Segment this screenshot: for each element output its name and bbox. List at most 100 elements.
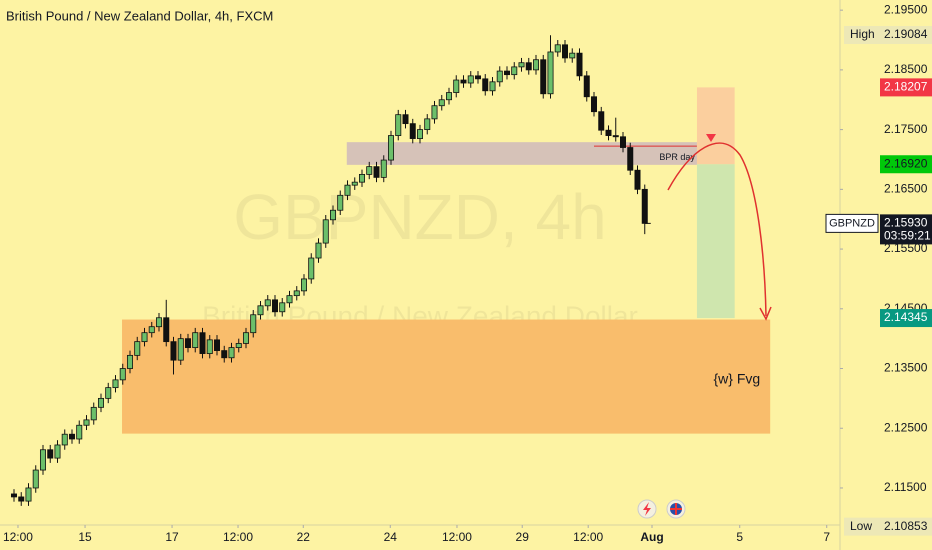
y-tick-label: 2.12500 (884, 420, 928, 434)
y-tick-label: 2.19500 (884, 2, 928, 16)
x-tick-label: 12:00 (573, 530, 603, 544)
x-tick-label: 12:00 (223, 530, 253, 544)
price-tag (880, 309, 932, 328)
candle-body (416, 129, 423, 139)
price-tag (880, 517, 932, 536)
candle-body (119, 368, 126, 381)
candle-body (47, 449, 54, 459)
candle-body (61, 433, 68, 446)
candle-body (141, 332, 148, 343)
price-tag (880, 26, 932, 44)
zone (346, 142, 697, 165)
candle-body (576, 52, 583, 77)
candle-body (250, 314, 257, 334)
candle-body (460, 79, 467, 84)
candle-body (177, 338, 184, 361)
candle-body (525, 62, 532, 71)
x-tick-label: 7 (823, 530, 830, 544)
candle-body (605, 129, 612, 136)
candle-body (511, 66, 518, 76)
zone-label: BPR day (659, 152, 695, 162)
candle-body (518, 62, 525, 68)
candle-body (54, 444, 61, 459)
candle-body (482, 78, 489, 92)
candle-body (395, 114, 402, 136)
flag-cross (670, 503, 682, 515)
candle-body (467, 75, 474, 84)
candle-body (583, 75, 590, 98)
x-tick-label: 29 (516, 530, 530, 544)
target-zone (696, 164, 735, 319)
candle-body (221, 350, 228, 359)
candle-body (489, 81, 496, 92)
candle-body (105, 387, 112, 399)
projection-arrow (667, 142, 767, 317)
candle-body (409, 123, 416, 139)
candle-body (192, 332, 199, 349)
x-tick-label: 5 (736, 530, 743, 544)
candle-body (300, 278, 307, 292)
candle-body (163, 317, 170, 343)
price-tag-label: 2.14345 (884, 310, 928, 324)
zone-label: {w} Fvg (713, 370, 760, 386)
price-tag-label: 2.10853 (884, 519, 928, 533)
candle-body (329, 209, 336, 221)
candle-body (199, 332, 206, 354)
candle-body (271, 299, 278, 313)
price-tag-label: 2.18207 (884, 80, 928, 94)
countdown: 03:59:21 (884, 229, 931, 243)
candle-body (337, 194, 344, 211)
tag-name-box (844, 26, 880, 44)
lightning (643, 502, 651, 516)
tag-name: Low (850, 519, 872, 533)
candle-body (235, 343, 242, 349)
zone (122, 319, 771, 434)
candle-body (39, 449, 46, 471)
y-tick-label: 2.17500 (884, 122, 928, 136)
candle-body (533, 59, 540, 71)
stop-zone (696, 87, 735, 165)
candle-body (373, 166, 380, 178)
candle-body (315, 242, 322, 259)
candle-body (358, 174, 365, 183)
candle-body (641, 188, 648, 224)
symbol-label: GBPNZD (829, 217, 875, 229)
candle-body (279, 302, 286, 313)
candle-body (453, 79, 460, 93)
x-tick-label: 15 (78, 530, 92, 544)
symbol-tag (825, 213, 879, 233)
candle-body (213, 339, 220, 351)
y-tick-label: 2.11500 (884, 480, 927, 494)
candle-body (620, 136, 627, 148)
candle-body (184, 338, 191, 349)
candle-body (424, 118, 431, 131)
x-tick-label: 12:00 (442, 530, 472, 544)
candle-body (562, 44, 569, 59)
x-tick-label: 24 (384, 530, 398, 544)
x-tick-label: 22 (297, 530, 311, 544)
candle-body (155, 317, 162, 328)
price-tag (880, 214, 932, 245)
candle-body (257, 305, 264, 316)
candle-body (612, 135, 619, 138)
tag-name: High (850, 27, 875, 41)
candle-body (387, 135, 394, 161)
candle-body (591, 96, 598, 113)
candle-body (25, 487, 32, 502)
candles (10, 35, 651, 506)
candle-body (598, 111, 605, 131)
price-tag (880, 78, 932, 97)
entry-marker (706, 134, 716, 142)
event-icons (637, 499, 686, 519)
candle-body (293, 290, 300, 297)
candle-body (242, 332, 249, 344)
candle-body (112, 379, 119, 389)
candle-body (264, 299, 271, 307)
candle-body (10, 493, 17, 498)
candle-body (431, 105, 438, 120)
candle-body (344, 184, 351, 196)
watermark-symbol: GBPNZD, 4h (233, 181, 606, 253)
candle-body (627, 147, 634, 171)
candle-body (32, 469, 39, 489)
